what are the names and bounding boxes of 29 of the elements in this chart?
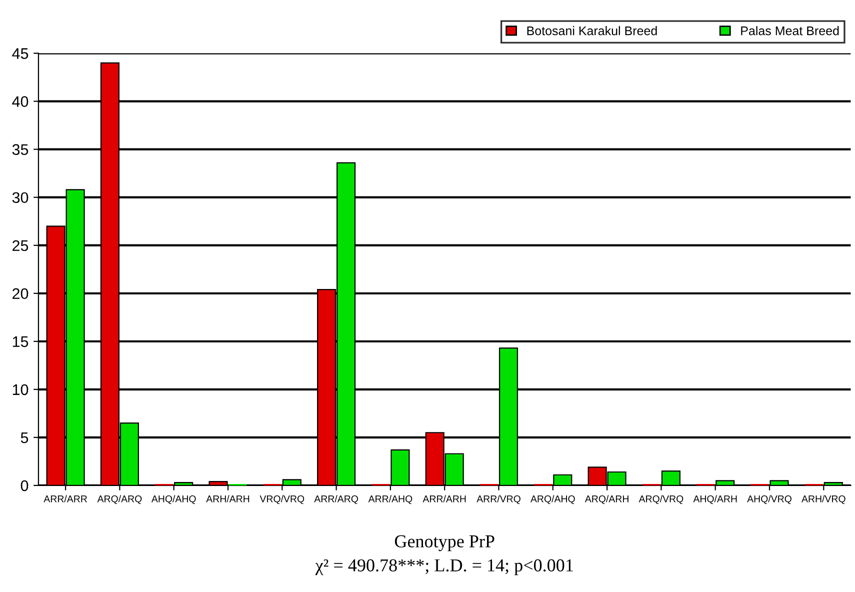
legend-label: Botosani Karakul Breed xyxy=(527,26,657,36)
x-tick-label: AHQ/AHQ xyxy=(151,495,196,504)
x-tick-label: ARH/VRQ xyxy=(802,495,846,504)
x-tick-label: ARQ/VRQ xyxy=(638,495,684,504)
y-tick-label: 35 xyxy=(12,144,28,155)
x-tick-label: ARR/ARR xyxy=(44,495,87,502)
y-tick-label: 5 xyxy=(20,432,28,444)
legend-label: Palas Meat Breed xyxy=(741,26,839,36)
y-tick-label: 40 xyxy=(12,96,28,107)
x-tick-label: ARH/ARH xyxy=(206,495,250,502)
x-tick-label: AHQ/VRQ xyxy=(747,495,792,504)
x-tick-label: AHQ/ARH xyxy=(693,495,737,504)
x-tick-label: ARQ/AHQ xyxy=(530,495,575,504)
y-tick-label: 30 xyxy=(12,192,28,204)
x-tick-label: ARQ/ARQ xyxy=(97,495,142,504)
y-tick-label: 45 xyxy=(12,48,28,59)
x-tick-label: ARQ/ARH xyxy=(584,495,628,504)
x-tick-label: ARR/AHQ xyxy=(368,495,412,504)
y-tick-label: 15 xyxy=(12,336,28,348)
x-tick-label: VRQ/VRQ xyxy=(260,495,304,504)
x-tick-label: ARR/VRQ xyxy=(476,495,520,504)
y-tick-label: 20 xyxy=(12,288,28,300)
y-tick-label: 25 xyxy=(12,240,28,252)
x-axis-title: Genotype PrP xyxy=(394,535,494,552)
y-tick-label: 0 xyxy=(20,480,28,492)
y-tick-label: 10 xyxy=(12,384,28,396)
x-tick-label: ARR/ARQ xyxy=(314,495,358,504)
x-tick-label: ARR/ARH xyxy=(422,495,466,502)
text: χ² = 490.78***; L.D. = 14; p<0.001 xyxy=(315,559,573,576)
